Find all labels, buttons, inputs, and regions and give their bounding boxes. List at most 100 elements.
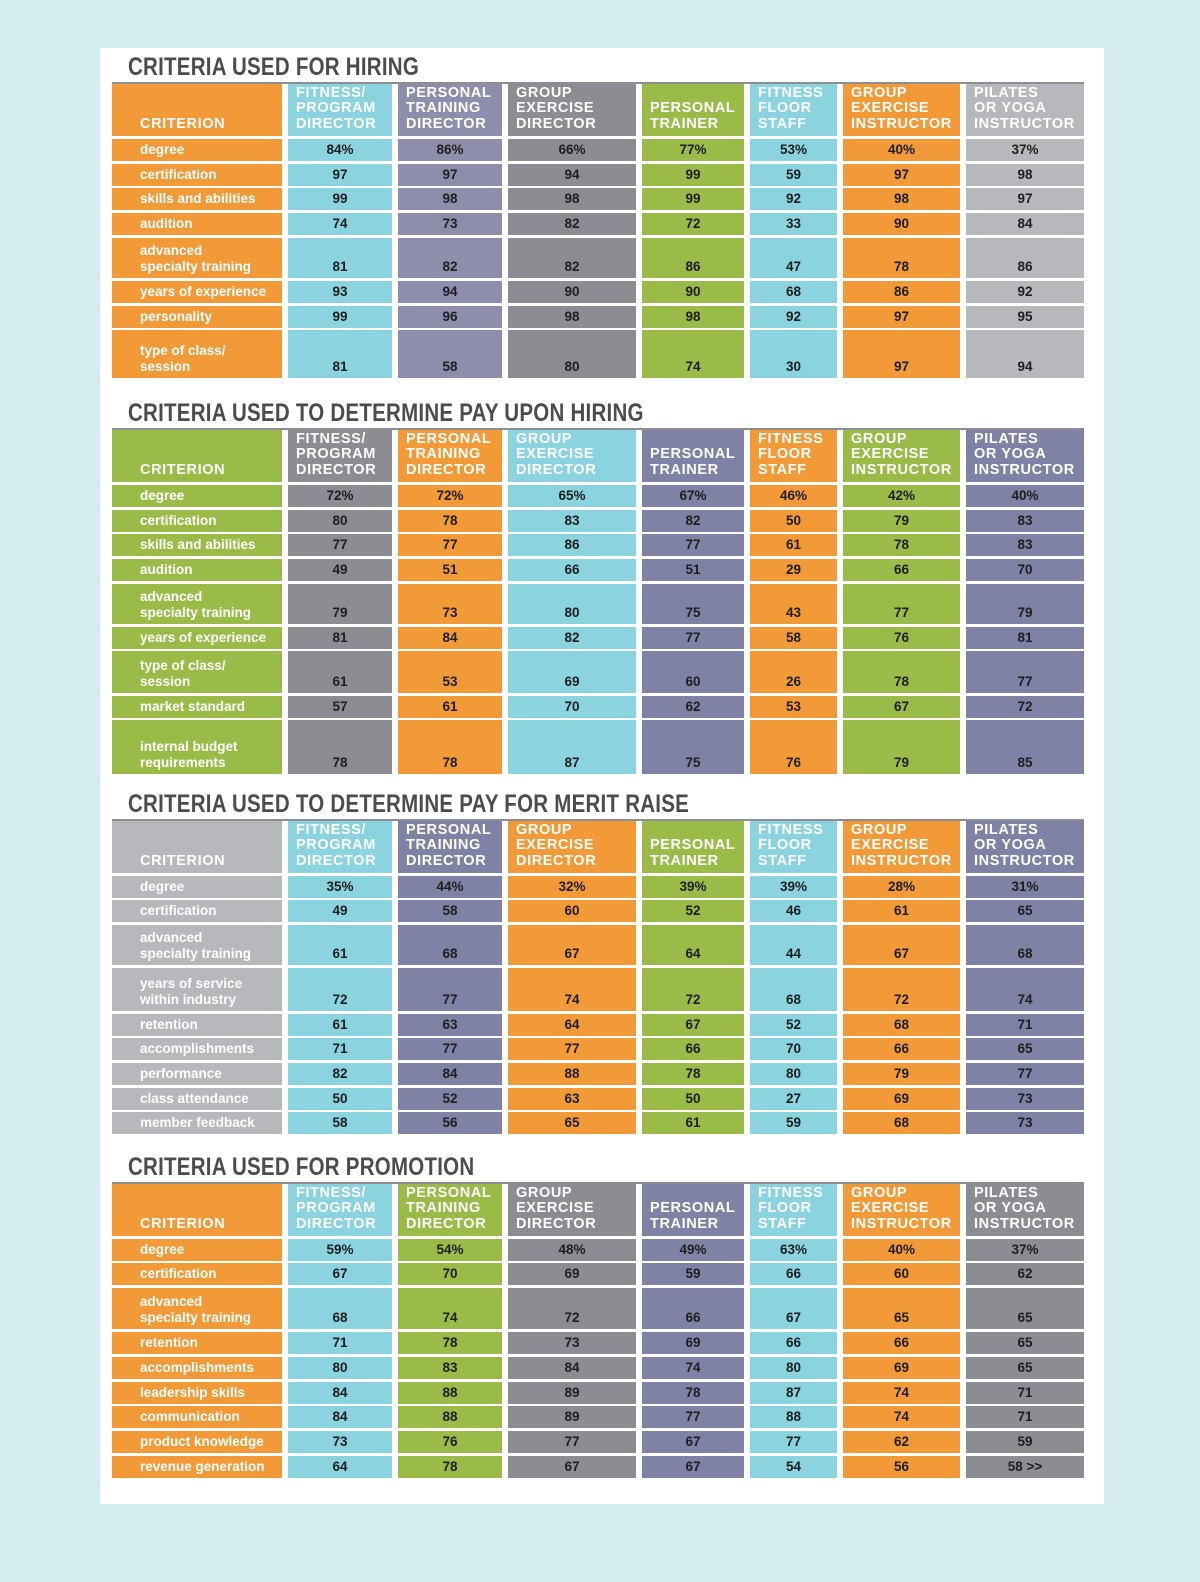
table-cell: 66 (642, 1288, 744, 1329)
row-label: advanced specialty training (112, 925, 282, 965)
table-cell: 86 (642, 238, 744, 278)
column-header-label: CRITERION (140, 852, 226, 869)
column-header-label: FITNESS FLOOR STAFF (758, 430, 824, 478)
table-cell: 65 (966, 1332, 1084, 1354)
table-cell: 65% (508, 485, 636, 507)
table-cell: 73 (966, 1112, 1084, 1134)
table-cell: 84 (508, 1357, 636, 1379)
table-cell: 98 (843, 188, 960, 210)
row-label: audition (112, 213, 282, 235)
table-cell: 69 (508, 651, 636, 693)
table-cell: 70 (508, 696, 636, 718)
table-cell: 78 (642, 1382, 744, 1404)
table-cell: 53 (398, 651, 502, 693)
table-cell: 58 >> (966, 1456, 1084, 1478)
table-cell: 58 (398, 330, 502, 378)
section-title-promotion: CRITERIA USED FOR PROMOTION (128, 1153, 475, 1181)
row-label: skills and abilities (112, 188, 282, 210)
table-cell: 67% (642, 485, 744, 507)
table-cell: 88 (398, 1382, 502, 1404)
table-cell: 46 (750, 900, 837, 922)
table-cell: 78 (288, 720, 392, 774)
table-cell: 37% (966, 139, 1084, 161)
table-cell: 64 (508, 1014, 636, 1036)
row-label-text: revenue generation (140, 1459, 265, 1474)
table-cell: 80 (750, 1357, 837, 1379)
row-label-text: advanced specialty training (140, 243, 252, 274)
row-label-text: market standard (140, 699, 246, 714)
table-cell: 43 (750, 584, 837, 624)
table-cell: 42% (843, 485, 960, 507)
column-header-personal-training-director: PERSONAL TRAINING DIRECTOR (398, 430, 502, 482)
row-label: advanced specialty training (112, 584, 282, 624)
column-header-label: FITNESS/ PROGRAM DIRECTOR (296, 430, 377, 478)
row-label: years of service within industry (112, 968, 282, 1011)
table-cell: 81 (288, 238, 392, 278)
table-cell: 32% (508, 876, 636, 898)
report-sheet: CRITERIA USED FOR HIRING CRITERION FITNESS… (100, 48, 1104, 1504)
table-cell: 71 (966, 1382, 1084, 1404)
table-cell: 90 (508, 281, 636, 303)
table-cell: 80 (288, 510, 392, 532)
column-header-criterion: CRITERION (112, 84, 282, 136)
table-cell: 81 (288, 330, 392, 378)
column-header-label: PILATES OR YOGA INSTRUCTOR (974, 84, 1075, 132)
table-cell: 99 (642, 164, 744, 186)
table-cell: 97 (288, 164, 392, 186)
table-cell: 72 (843, 968, 960, 1011)
table-cell: 73 (288, 1431, 392, 1453)
table-cell: 77 (508, 1038, 636, 1060)
table-cell: 66% (508, 139, 636, 161)
table-cell: 77 (398, 534, 502, 556)
row-label-text: personality (140, 309, 213, 324)
table-cell: 82 (508, 213, 636, 235)
table-cell: 78 (843, 651, 960, 693)
table-cell: 68 (750, 968, 837, 1011)
table-cell: 98 (642, 306, 744, 328)
table-cell: 77 (843, 584, 960, 624)
table-cell: 71 (966, 1014, 1084, 1036)
column-header-label: PERSONAL TRAINER (650, 100, 736, 132)
table-cell: 84 (966, 213, 1084, 235)
table-cell: 61 (288, 651, 392, 693)
table-cell: 65 (966, 1288, 1084, 1329)
table-cell: 59% (288, 1239, 392, 1261)
row-label: market standard (112, 696, 282, 718)
row-label-text: performance (140, 1066, 222, 1081)
table-cell: 77 (508, 1431, 636, 1453)
row-label-text: degree (140, 142, 185, 157)
table-cell: 87 (508, 720, 636, 774)
row-label-text: audition (140, 216, 193, 231)
table-cell: 67 (642, 1456, 744, 1478)
table-cell: 74 (288, 213, 392, 235)
table-cell: 72% (398, 485, 502, 507)
row-label-text: type of class/ session (140, 343, 226, 374)
column-header-label: FITNESS FLOOR STAFF (758, 1184, 824, 1232)
table-cell: 82 (508, 627, 636, 649)
table-cell: 67 (508, 925, 636, 965)
table-cell: 70 (750, 1038, 837, 1060)
column-header-pilates-yoga-instructor: PILATES OR YOGA INSTRUCTOR (966, 1184, 1084, 1236)
table-cell: 61 (288, 925, 392, 965)
table-cell: 66 (750, 1263, 837, 1285)
row-label: audition (112, 559, 282, 581)
column-header-label: GROUP EXERCISE INSTRUCTOR (851, 430, 952, 478)
column-header-label: FITNESS FLOOR STAFF (758, 84, 824, 132)
column-header-criterion: CRITERION (112, 821, 282, 873)
table-cell: 82 (642, 510, 744, 532)
table-cell: 58 (750, 627, 837, 649)
column-header-label: FITNESS FLOOR STAFF (758, 821, 824, 869)
table-cell: 81 (288, 627, 392, 649)
column-header-label: PERSONAL TRAINER (650, 446, 736, 478)
table-cell: 59 (750, 1112, 837, 1134)
table-cell: 61 (843, 900, 960, 922)
row-label-text: accomplishments (140, 1360, 255, 1375)
table-cell: 70 (398, 1263, 502, 1285)
row-label: advanced specialty training (112, 1288, 282, 1329)
column-header-label: FITNESS/ PROGRAM DIRECTOR (296, 821, 377, 869)
table-cell: 65 (508, 1112, 636, 1134)
row-label-text: degree (140, 1242, 185, 1257)
column-header-label: PERSONAL TRAINING DIRECTOR (406, 84, 492, 132)
table-cell: 85 (966, 720, 1084, 774)
table-cell: 77 (398, 1038, 502, 1060)
